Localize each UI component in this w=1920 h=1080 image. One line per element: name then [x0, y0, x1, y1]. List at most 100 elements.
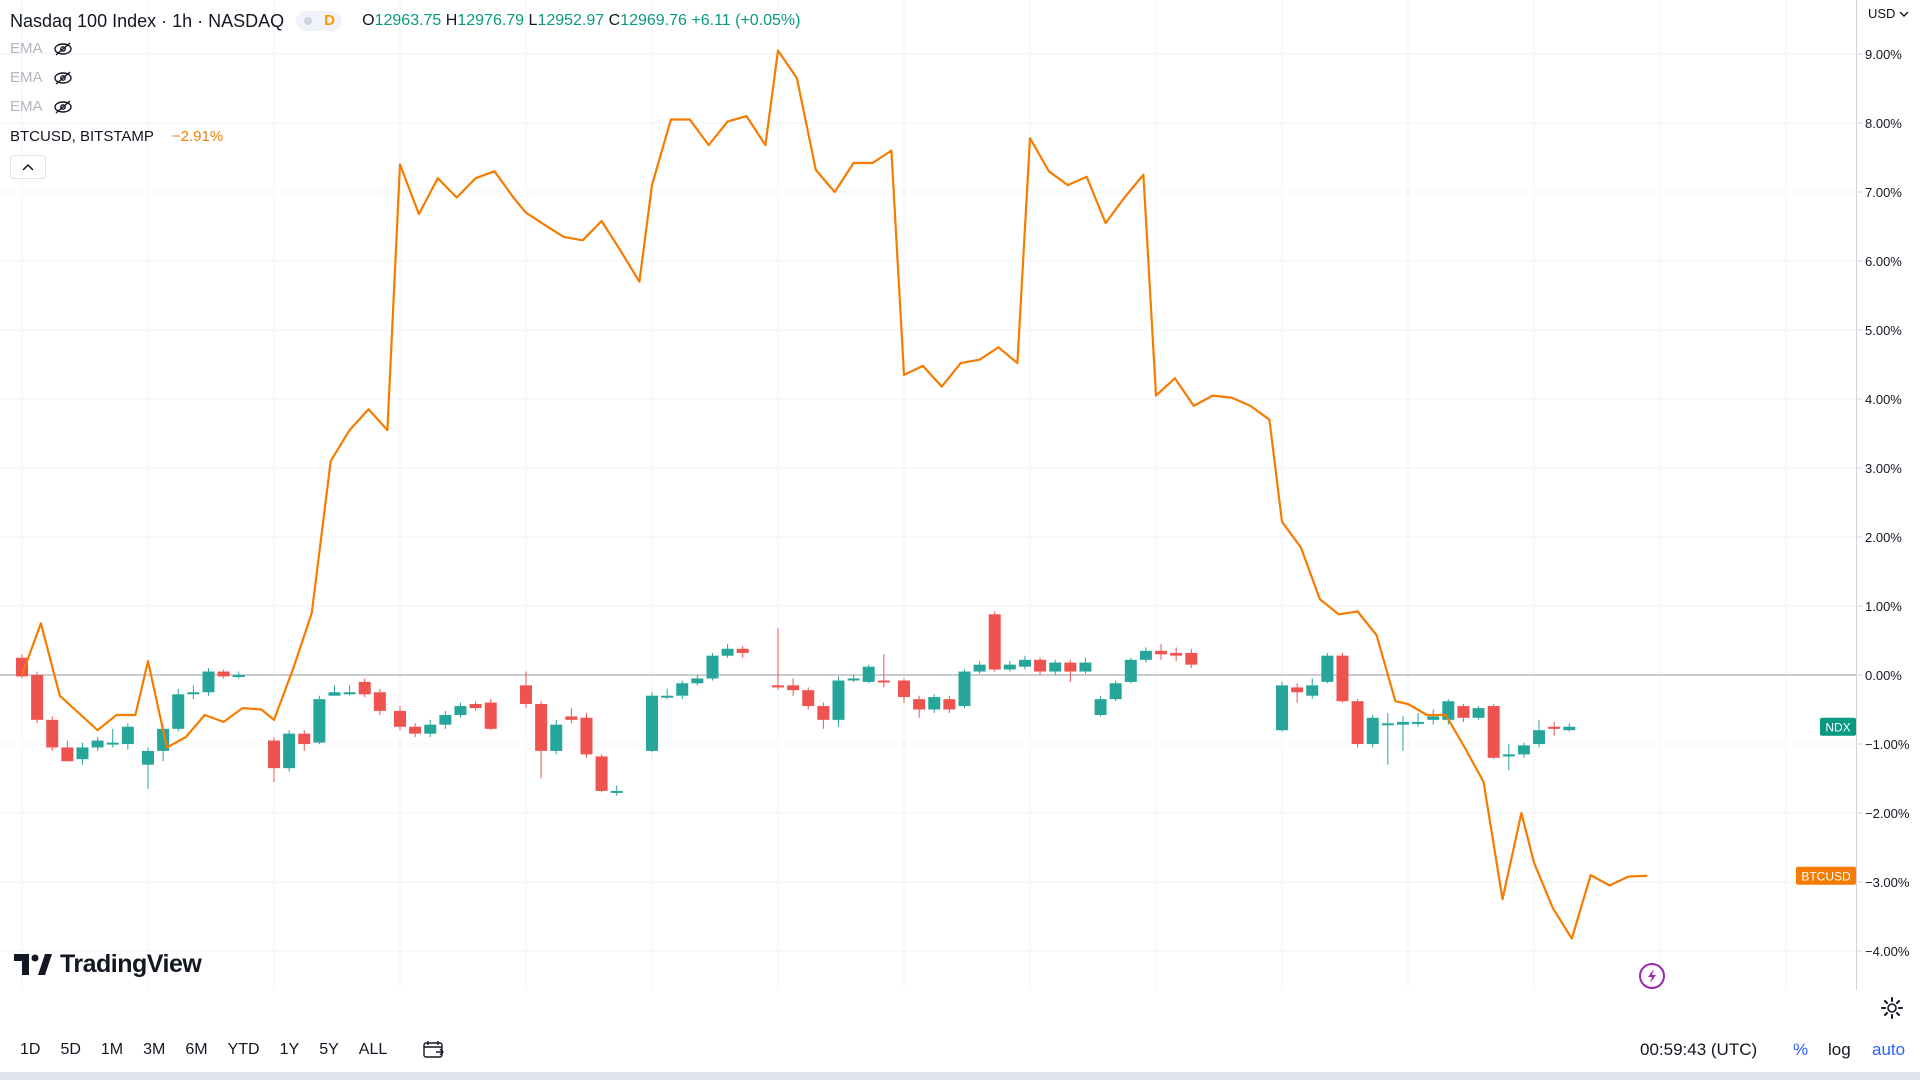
- data-status-badge[interactable]: D: [296, 11, 343, 31]
- ndx-candle: [610, 785, 623, 796]
- ndx-candle: [1170, 647, 1183, 662]
- ndx-candle: [706, 652, 719, 681]
- price-scale[interactable]: 9.00% 8.00% 7.00% 6.00% 5.00% 4.00% 3.00% 2.00%…: [1856, 47, 1910, 959]
- collapse-legend-button[interactable]: [10, 155, 46, 179]
- ndx-candle: [676, 680, 689, 700]
- ndx-candle: [1351, 699, 1364, 748]
- ndx-candle: [1548, 721, 1561, 736]
- ndx-candle: [328, 685, 341, 696]
- settings-gear-icon[interactable]: [1880, 996, 1904, 1020]
- y-tick-label: −3.00%: [1865, 875, 1910, 890]
- compare-series-legend[interactable]: BTCUSD, BITSTAMP −2.91%: [10, 121, 800, 151]
- ndx-candle: [283, 730, 296, 772]
- ndx-candle: [1079, 657, 1092, 674]
- series-price-labels: NDX BTCUSD: [1796, 717, 1856, 885]
- indicator-ema-2[interactable]: EMA: [10, 63, 800, 92]
- tradingview-logo-icon: [14, 953, 52, 975]
- bottom-strip: [0, 1072, 1920, 1080]
- ndx-candle: [1034, 657, 1047, 675]
- ndx-candle: [1139, 647, 1152, 663]
- range-1m-button[interactable]: 1M: [100, 1041, 124, 1058]
- flash-icon[interactable]: [1639, 963, 1665, 989]
- utc-clock[interactable]: 00:59:43 (UTC): [1640, 1040, 1758, 1059]
- ndx-candle: [1472, 706, 1485, 720]
- ndx-candle: [1487, 703, 1500, 760]
- ndx-candle: [877, 654, 890, 688]
- indicator-ema-1[interactable]: EMA: [10, 34, 800, 63]
- y-tick-label: 6.00%: [1865, 254, 1902, 269]
- range-ytd-button[interactable]: YTD: [227, 1041, 260, 1058]
- eye-off-icon[interactable]: [53, 99, 73, 115]
- percent-scale-toggle[interactable]: %: [1793, 1040, 1809, 1059]
- range-1d-button[interactable]: 1D: [20, 1041, 41, 1058]
- range-5y-button[interactable]: 5Y: [319, 1041, 339, 1058]
- goto-date-icon[interactable]: [423, 1041, 445, 1059]
- y-tick-label: 8.00%: [1865, 116, 1902, 131]
- ndx-candle: [958, 669, 971, 709]
- ndx-candle: [1124, 657, 1137, 684]
- ndx-candle: [424, 719, 437, 738]
- ndx-candle: [1457, 703, 1470, 722]
- ndx-candle: [1306, 678, 1319, 700]
- ndx-candle: [1064, 659, 1077, 682]
- log-scale-toggle[interactable]: log: [1828, 1040, 1851, 1059]
- indicator-label: EMA: [10, 69, 43, 86]
- symbol-title[interactable]: Nasdaq 100 Index · 1h · NASDAQ: [10, 10, 285, 31]
- eye-off-icon[interactable]: [53, 41, 73, 57]
- ndx-candle: [565, 708, 578, 724]
- ndx-candle: [832, 676, 845, 727]
- ndx-candle: [862, 664, 875, 684]
- date-range-buttons: 1D 5D 1M 3M 6M YTD 1Y 5Y ALL: [0, 1041, 445, 1059]
- ndx-candle: [1291, 683, 1304, 703]
- compare-symbol: BTCUSD, BITSTAMP: [10, 127, 154, 145]
- ndx-candle: [484, 699, 497, 731]
- ndx-candle: [1018, 655, 1031, 670]
- range-6m-button[interactable]: 6M: [185, 1041, 208, 1058]
- ndx-candle: [202, 668, 215, 696]
- ndx-candle: [772, 628, 784, 691]
- range-3m-button[interactable]: 3M: [143, 1041, 166, 1058]
- ndx-candle: [298, 730, 311, 751]
- ndx-candle: [550, 719, 563, 755]
- ndx-candle: [61, 740, 74, 762]
- svg-text:NDX: NDX: [1825, 720, 1850, 734]
- indicator-ema-3[interactable]: EMA: [10, 92, 800, 121]
- auto-scale-toggle[interactable]: auto: [1872, 1040, 1906, 1059]
- ndx-candle: [187, 685, 200, 700]
- currency-selector[interactable]: USD: [1868, 6, 1909, 21]
- ndx-candle: [661, 688, 674, 700]
- open-value: 12963.75: [374, 12, 442, 29]
- high-value: 12976.79: [457, 12, 525, 29]
- ndx-candle: [1396, 716, 1409, 751]
- close-label: C: [608, 12, 621, 29]
- ndx-candle: [454, 702, 467, 718]
- chart-area[interactable]: 9.00% 8.00% 7.00% 6.00% 5.00% 4.00% 3.00% 2.00%…: [0, 0, 1920, 990]
- ndx-candle: [928, 694, 941, 713]
- ndx-candle: [268, 737, 280, 782]
- ndx-candle: [343, 685, 356, 696]
- ndx-candle: [736, 646, 749, 658]
- y-tick-label: −4.00%: [1865, 944, 1910, 959]
- ohlc-values: O12963.75 H12976.79 L12952.97 C12969.76 …: [362, 12, 800, 30]
- ndx-candle: [520, 671, 532, 709]
- ndx-candle: [358, 678, 371, 698]
- low-value: 12952.97: [537, 12, 605, 29]
- ndx-candle: [691, 675, 704, 686]
- ndx-candle: [802, 687, 815, 710]
- range-5d-button[interactable]: 5D: [60, 1041, 81, 1058]
- ndx-candle: [1366, 715, 1379, 748]
- ndx-candle: [1276, 681, 1288, 732]
- y-tick-label: 9.00%: [1865, 47, 1902, 62]
- svg-text:BTCUSD: BTCUSD: [1801, 869, 1851, 883]
- ndx-candle: [172, 688, 185, 732]
- ndx-candle: [1185, 648, 1198, 669]
- ndx-candle: [721, 643, 734, 658]
- ndx-candles: [16, 611, 1576, 796]
- range-1y-button[interactable]: 1Y: [279, 1041, 300, 1058]
- eye-off-icon[interactable]: [53, 70, 73, 86]
- tradingview-logo[interactable]: TradingView: [14, 950, 202, 979]
- y-tick-label: −1.00%: [1865, 737, 1910, 752]
- ndx-candle: [106, 728, 119, 748]
- ndx-candle: [121, 723, 134, 750]
- range-all-button[interactable]: ALL: [358, 1041, 388, 1058]
